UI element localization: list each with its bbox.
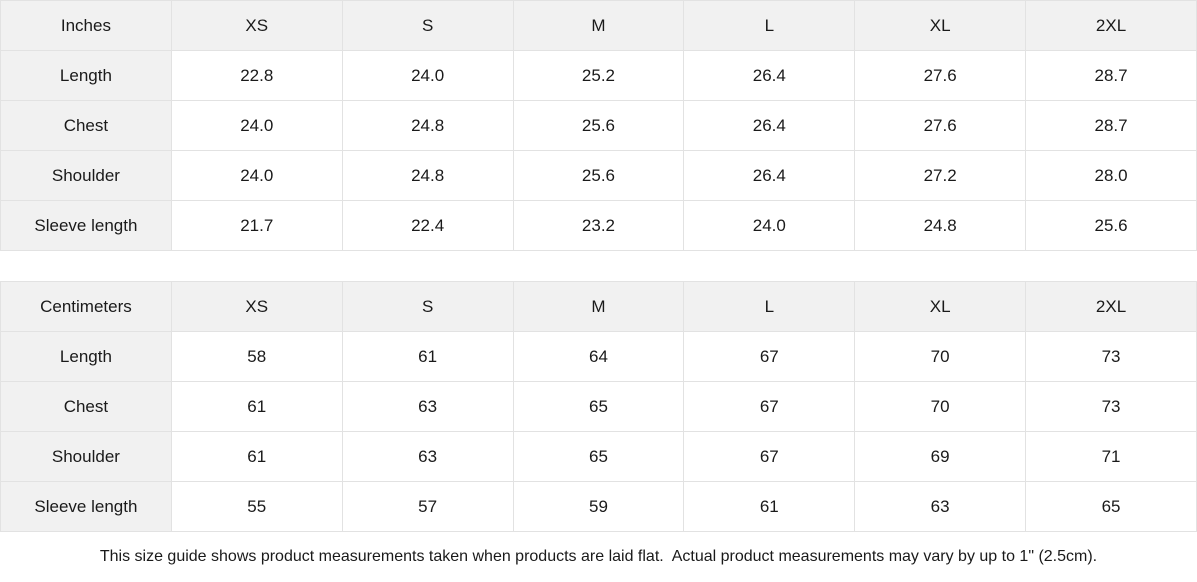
value-cell: 63 [341, 431, 514, 482]
measurement-row: Length 58 61 64 67 70 73 [0, 331, 1197, 382]
value-cell: 64 [512, 331, 685, 382]
value-cell: 71 [1025, 431, 1197, 482]
size-header-cell: 2XL [1025, 0, 1197, 51]
size-header-cell: XS [170, 281, 343, 332]
value-cell: 26.4 [683, 100, 856, 151]
size-header-row: Inches XS S M L XL 2XL [0, 0, 1197, 51]
value-cell: 65 [1025, 481, 1197, 532]
value-cell: 22.4 [341, 200, 514, 251]
size-header-cell: S [341, 0, 514, 51]
measurement-row: Shoulder 24.0 24.8 25.6 26.4 27.2 28.0 [0, 150, 1197, 201]
row-label-cell: Length [0, 331, 172, 382]
value-cell: 24.0 [170, 100, 343, 151]
measurement-row: Shoulder 61 63 65 67 69 71 [0, 431, 1197, 482]
value-cell: 73 [1025, 331, 1197, 382]
value-cell: 25.6 [1025, 200, 1197, 251]
value-cell: 70 [854, 331, 1027, 382]
value-cell: 25.6 [512, 150, 685, 201]
value-cell: 21.7 [170, 200, 343, 251]
value-cell: 69 [854, 431, 1027, 482]
table-gap [0, 251, 1197, 281]
size-header-row: Centimeters XS S M L XL 2XL [0, 281, 1197, 332]
value-cell: 25.6 [512, 100, 685, 151]
measurement-row: Sleeve length 55 57 59 61 63 65 [0, 481, 1197, 532]
value-cell: 26.4 [683, 150, 856, 201]
size-header-cell: XL [854, 0, 1027, 51]
value-cell: 61 [170, 381, 343, 432]
size-header-cell: M [512, 281, 685, 332]
value-cell: 57 [341, 481, 514, 532]
measurement-row: Chest 61 63 65 67 70 73 [0, 381, 1197, 432]
unit-header-cell: Inches [0, 0, 172, 51]
value-cell: 67 [683, 381, 856, 432]
value-cell: 23.2 [512, 200, 685, 251]
value-cell: 63 [854, 481, 1027, 532]
value-cell: 27.6 [854, 100, 1027, 151]
value-cell: 67 [683, 431, 856, 482]
size-header-cell: M [512, 0, 685, 51]
value-cell: 27.6 [854, 50, 1027, 101]
size-header-cell: 2XL [1025, 281, 1197, 332]
value-cell: 24.8 [341, 150, 514, 201]
row-label-cell: Chest [0, 381, 172, 432]
value-cell: 24.0 [341, 50, 514, 101]
row-label-cell: Shoulder [0, 150, 172, 201]
row-label-cell: Sleeve length [0, 481, 172, 532]
size-header-cell: L [683, 281, 856, 332]
value-cell: 24.8 [854, 200, 1027, 251]
value-cell: 73 [1025, 381, 1197, 432]
size-table-centimeters: Centimeters XS S M L XL 2XL Length 58 61 64 67 70 73 C… [0, 281, 1197, 532]
value-cell: 27.2 [854, 150, 1027, 201]
value-cell: 24.0 [170, 150, 343, 201]
value-cell: 70 [854, 381, 1027, 432]
size-table-inches: Inches XS S M L XL 2XL Length 22.8 24.0 25.2 26.4 27… [0, 0, 1197, 251]
value-cell: 28.0 [1025, 150, 1197, 201]
value-cell: 26.4 [683, 50, 856, 101]
value-cell: 58 [170, 331, 343, 382]
value-cell: 61 [683, 481, 856, 532]
measurement-row: Chest 24.0 24.8 25.6 26.4 27.6 28.7 [0, 100, 1197, 151]
value-cell: 65 [512, 381, 685, 432]
size-guide-note: This size guide shows product measuremen… [0, 532, 1197, 582]
unit-header-cell: Centimeters [0, 281, 172, 332]
value-cell: 24.0 [683, 200, 856, 251]
size-header-cell: XS [170, 0, 343, 51]
value-cell: 24.8 [341, 100, 514, 151]
measurement-row: Length 22.8 24.0 25.2 26.4 27.6 28.7 [0, 50, 1197, 101]
value-cell: 65 [512, 431, 685, 482]
value-cell: 55 [170, 481, 343, 532]
row-label-cell: Length [0, 50, 172, 101]
row-label-cell: Sleeve length [0, 200, 172, 251]
value-cell: 59 [512, 481, 685, 532]
value-cell: 61 [170, 431, 343, 482]
value-cell: 63 [341, 381, 514, 432]
value-cell: 25.2 [512, 50, 685, 101]
size-header-cell: S [341, 281, 514, 332]
row-label-cell: Shoulder [0, 431, 172, 482]
size-header-cell: XL [854, 281, 1027, 332]
value-cell: 22.8 [170, 50, 343, 101]
size-header-cell: L [683, 0, 856, 51]
value-cell: 61 [341, 331, 514, 382]
value-cell: 67 [683, 331, 856, 382]
value-cell: 28.7 [1025, 100, 1197, 151]
row-label-cell: Chest [0, 100, 172, 151]
value-cell: 28.7 [1025, 50, 1197, 101]
measurement-row: Sleeve length 21.7 22.4 23.2 24.0 24.8 25.6 [0, 200, 1197, 251]
